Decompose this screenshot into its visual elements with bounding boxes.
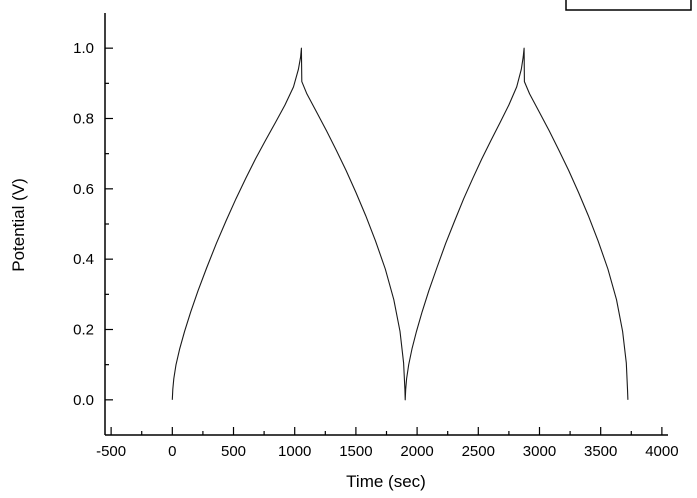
x-tick-label: 1500 [339,443,372,460]
x-axis-title: Time (sec) [346,472,426,491]
y-tick-label: 0.2 [73,322,94,339]
y-tick-label: 0.0 [73,392,94,409]
x-tick-label: 2500 [462,443,495,460]
y-axis-title: Potential (V) [9,178,28,272]
plot-area: -500 0 500 1000 1500 2000 2500 3000 3500 4000 0.0 0… [73,0,692,460]
y-tick-label: 1.0 [73,40,94,57]
x-tick-label: 4000 [645,443,678,460]
x-tick-label: 3000 [523,443,556,460]
x-tick-label: 3500 [584,443,617,460]
y-tick-label: 0.6 [73,181,94,198]
x-tick-label: 500 [221,443,246,460]
x-tick-label: 0 [168,443,176,460]
x-tick-label: 1000 [278,443,311,460]
legend-box [565,0,692,11]
data-line [171,47,629,401]
y-tick-label: 0.4 [73,251,94,268]
x-tick-label: -500 [96,443,126,460]
x-tick-label: 2000 [400,443,433,460]
y-tick-label: 0.8 [73,111,94,128]
